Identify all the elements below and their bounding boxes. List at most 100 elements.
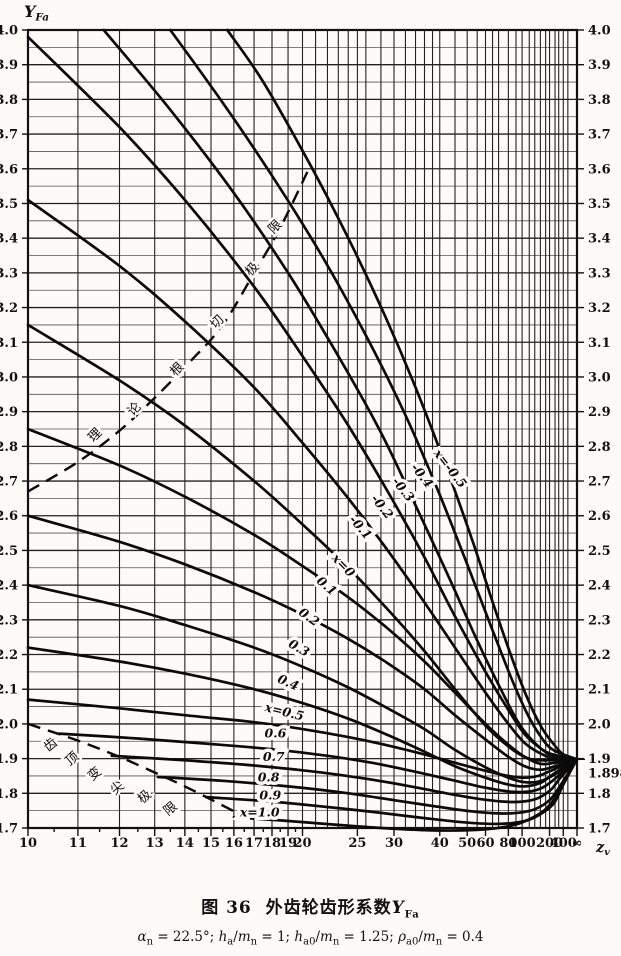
param-text: = 1;	[257, 929, 295, 945]
y-tick-label: 1.7	[0, 822, 18, 837]
tooth-tip-pointing-limit-label-char: 顶	[63, 749, 83, 769]
y-tick-label: 2.2	[588, 648, 611, 663]
y-tick-label: 3.0	[588, 370, 611, 385]
curve-label-x=-0.1: -0.1	[346, 512, 375, 542]
x-tick-label: 40	[431, 836, 449, 851]
param-text: /	[418, 929, 423, 945]
curve-x=0.8	[156, 757, 579, 815]
x-tick-label: 14	[176, 836, 194, 851]
curve-x=-0.5	[225, 28, 579, 761]
param-symbol-sub: a0	[303, 936, 316, 948]
x-tick-label: 10	[19, 836, 37, 851]
param-symbol-sub: n	[146, 936, 154, 948]
y-tick-label: 4.0	[588, 24, 611, 39]
tooth-tip-pointing-limit-label-char: 齿	[41, 735, 61, 755]
curve-x=-0.1	[26, 198, 579, 761]
x-tick-label: ∞	[572, 836, 583, 851]
y-tick-label: 3.0	[0, 370, 18, 385]
y-tick-label: 2.5	[0, 544, 18, 559]
tooth-tip-pointing-limit-label-char: 尖	[108, 778, 128, 798]
y-tick-label: 3.3	[588, 266, 611, 281]
param-symbol: m	[237, 929, 251, 945]
y-tick-label: 2.7	[588, 475, 611, 490]
y-tick-label: 2.2	[0, 648, 18, 663]
param-symbol-sub: a0	[406, 936, 419, 948]
param-text: /	[315, 929, 320, 945]
theoretical-undercut-limit-label-char: 限	[266, 217, 286, 237]
x-tick-label: 15	[202, 836, 220, 851]
x-axis-title-sub: v	[604, 847, 610, 858]
y-tick-label: 2.3	[588, 613, 611, 628]
y-tick-label: 3.4	[0, 232, 18, 247]
y-tick-label: 2.0	[0, 717, 18, 732]
y-tick-label: 3.4	[588, 232, 611, 247]
y-tick-label: 2.6	[0, 509, 18, 524]
y-tick-label: 3.7	[588, 128, 611, 143]
caption-symbol-sub: Fa	[404, 909, 420, 921]
y-tick-labels-left: 1.7 1.8 1.9 2.0 2.1 2.2 2.3 2.4 2.5 2.6 2.7 2.8 2.9 3…	[0, 24, 18, 837]
param-symbol: h	[294, 929, 304, 945]
param-symbol-sub: a	[227, 936, 234, 948]
y-tick-label: 4.0	[0, 24, 18, 39]
y-tick-label: 3.7	[0, 128, 18, 143]
curve-x=-0.2	[26, 35, 579, 761]
y-tick-label: 2.5	[588, 544, 611, 559]
x-tick-label: 25	[348, 836, 366, 851]
param-text: = 22.5°;	[153, 929, 219, 945]
curve-label-x=0.4: 0.4	[275, 671, 301, 694]
curve-x=0.9	[204, 757, 579, 826]
y-tick-label: 2.8	[588, 440, 611, 455]
y-tick-label: 2.8	[0, 440, 18, 455]
convergence-label: 1.898	[588, 766, 621, 781]
curve-label-x=1.0: x=1.0	[239, 805, 280, 820]
param-text: = 0.4	[442, 929, 484, 945]
curve-label-x=0.3: 0.3	[286, 636, 313, 660]
y-tick-label: 3.2	[0, 301, 18, 316]
tooth-tip-pointing-limit-label-char: 变	[84, 764, 104, 785]
param-symbol-sub: n	[332, 936, 340, 948]
curve-label-x=0.7: 0.7	[263, 749, 285, 764]
figure-parameters: αn = 22.5°; ha/mn = 1; ha0/mn = 1.25; ρa…	[0, 929, 621, 948]
y-tick-label: 3.5	[0, 197, 18, 212]
y-tick-label: 3.1	[0, 336, 18, 351]
x-tick-label: 12	[110, 836, 128, 851]
param-symbol: α	[137, 929, 147, 945]
y-tick-label: 2.9	[0, 405, 18, 420]
figure-number: 图 36	[201, 898, 252, 918]
x-tick-label: 17	[245, 836, 263, 851]
y-axis-title-sub: Fa	[34, 12, 49, 24]
theoretical-undercut-limit-label-char: 论	[125, 400, 145, 420]
y-tick-label: 3.6	[588, 162, 611, 177]
y-tick-label: 2.4	[0, 579, 18, 594]
x-tick-label: 18	[263, 836, 281, 851]
x-tick-label: 50	[458, 836, 476, 851]
param-symbol: m	[422, 929, 436, 945]
y-tick-label: 2.9	[588, 405, 611, 420]
y-tick-label: 3.9	[588, 58, 611, 73]
y-tick-label: 1.8	[0, 787, 18, 802]
curve-label-x=0.8: 0.8	[258, 770, 280, 785]
curve-x=0.3	[26, 583, 579, 784]
curve-x=1.0	[232, 757, 579, 832]
y-tick-label: 3.8	[0, 93, 18, 108]
x-axis-title: zv	[595, 839, 610, 858]
curve-x=0.5	[26, 698, 579, 780]
y-tick-label: 3.8	[588, 93, 611, 108]
y-tick-label: 3.6	[0, 162, 18, 177]
curve-label-x=0.6: 0.6	[265, 726, 287, 741]
y-tick-label: 2.7	[0, 475, 18, 490]
y-tick-label: 2.1	[0, 683, 18, 698]
x-tick-label: 200	[536, 836, 563, 851]
param-symbol: ρ	[398, 929, 406, 945]
curve-label-x=0.2: 0.2	[296, 604, 323, 629]
form-factor-curves	[26, 28, 579, 832]
x-tick-label: 60	[476, 836, 494, 851]
y-tick-label: 2.3	[0, 613, 18, 628]
y-tick-label: 3.3	[0, 266, 18, 281]
theoretical-undercut-limit-label-char: 理	[86, 426, 106, 446]
gear-form-factor-chart: 1.7 1.8 1.9 2.0 2.1 2.2 2.3 2.4 2.5 2.6 2.7 2.8 2.9 3…	[0, 2, 621, 858]
curve-label-x=0.9: 0.9	[259, 788, 281, 803]
